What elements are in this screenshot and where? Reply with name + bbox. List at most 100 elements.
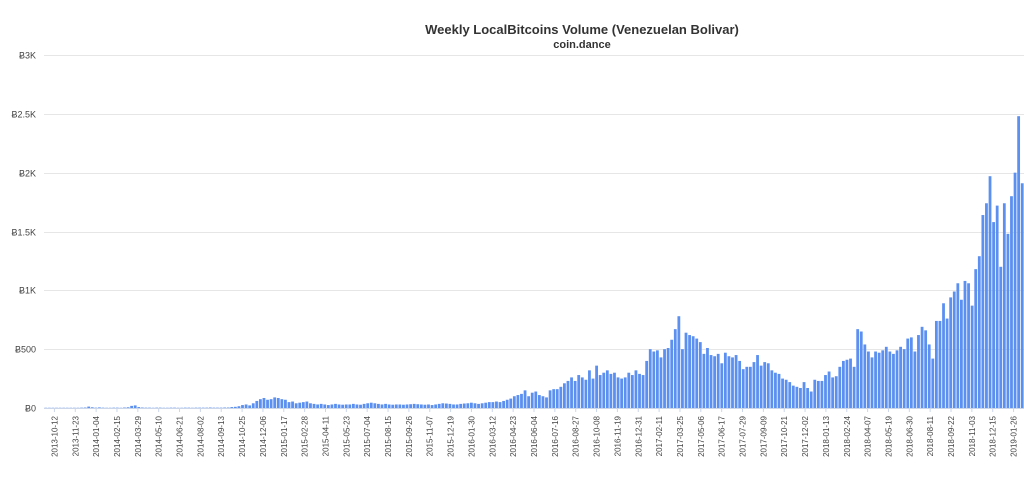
bar[interactable] [555, 389, 559, 408]
bar[interactable] [545, 397, 548, 408]
bar[interactable] [652, 351, 656, 408]
bar[interactable] [1013, 172, 1017, 408]
bar[interactable] [284, 399, 287, 408]
bar[interactable] [505, 399, 509, 408]
bar[interactable] [713, 356, 717, 408]
bar[interactable] [645, 360, 649, 408]
bar[interactable] [627, 372, 631, 408]
bar[interactable] [716, 353, 720, 408]
bar[interactable] [763, 362, 767, 408]
bar[interactable] [638, 373, 641, 408]
bar[interactable] [87, 406, 91, 408]
bar[interactable] [795, 386, 799, 408]
bar[interactable] [294, 403, 298, 408]
bar[interactable] [616, 377, 620, 408]
bar[interactable] [663, 349, 666, 408]
bar[interactable] [473, 403, 477, 408]
bar[interactable] [731, 357, 734, 408]
bar[interactable] [838, 366, 842, 408]
bar[interactable] [691, 336, 695, 408]
bar[interactable] [774, 372, 777, 408]
bar[interactable] [734, 355, 738, 408]
bar[interactable] [648, 349, 652, 408]
bar[interactable] [516, 395, 520, 408]
bar[interactable] [362, 403, 366, 408]
bar[interactable] [130, 405, 134, 408]
bar[interactable] [512, 396, 516, 408]
bar[interactable] [427, 404, 430, 408]
bar[interactable] [509, 398, 513, 408]
bar[interactable] [917, 335, 920, 408]
bar[interactable] [934, 320, 938, 408]
bar[interactable] [791, 385, 795, 408]
bar[interactable] [977, 256, 981, 408]
bar[interactable] [673, 329, 677, 408]
bar[interactable] [137, 407, 141, 408]
bar[interactable] [956, 283, 960, 408]
bar[interactable] [416, 404, 420, 408]
bar[interactable] [748, 366, 752, 408]
bar[interactable] [237, 406, 241, 408]
bar[interactable] [319, 403, 323, 408]
bar[interactable] [470, 402, 473, 408]
bar[interactable] [98, 407, 101, 408]
bar[interactable] [233, 406, 237, 408]
bar[interactable] [262, 398, 266, 408]
bar[interactable] [437, 403, 441, 408]
bar[interactable] [491, 402, 495, 408]
bar[interactable] [398, 404, 402, 408]
bar[interactable] [820, 380, 824, 408]
bar[interactable] [766, 363, 770, 408]
bar[interactable] [255, 400, 259, 408]
bar[interactable] [605, 370, 609, 408]
bar[interactable] [988, 176, 992, 408]
bar[interactable] [756, 355, 759, 408]
bar[interactable] [670, 339, 674, 408]
bar[interactable] [244, 404, 248, 408]
bar[interactable] [434, 404, 438, 408]
bar[interactable] [309, 403, 312, 408]
bar[interactable] [849, 358, 852, 408]
bar[interactable] [484, 402, 488, 408]
bar[interactable] [520, 393, 523, 408]
bar[interactable] [316, 404, 320, 408]
bar[interactable] [738, 360, 742, 408]
bar[interactable] [831, 377, 835, 408]
bar[interactable] [559, 386, 563, 408]
bar[interactable] [688, 335, 691, 408]
bar[interactable] [809, 391, 813, 408]
bar[interactable] [684, 332, 688, 408]
bar[interactable] [874, 351, 877, 408]
bar[interactable] [1017, 116, 1021, 408]
bar[interactable] [452, 404, 455, 408]
bar[interactable] [387, 404, 391, 408]
bar[interactable] [856, 329, 860, 408]
bar[interactable] [799, 388, 802, 408]
bar[interactable] [298, 402, 302, 408]
bar[interactable] [502, 400, 505, 408]
bar[interactable] [552, 389, 556, 408]
bar[interactable] [462, 403, 466, 408]
bar[interactable] [273, 397, 277, 408]
bar[interactable] [280, 399, 284, 408]
bar[interactable] [913, 351, 917, 408]
bar[interactable] [348, 404, 352, 408]
bar[interactable] [698, 342, 702, 408]
bar[interactable] [573, 380, 577, 408]
bar[interactable] [441, 403, 445, 408]
bar[interactable] [924, 330, 928, 408]
bar[interactable] [455, 404, 459, 408]
bar[interactable] [487, 402, 491, 408]
bar[interactable] [863, 344, 867, 408]
bar[interactable] [881, 350, 885, 408]
bar[interactable] [498, 402, 502, 408]
bar[interactable] [723, 352, 727, 408]
bar[interactable] [359, 404, 362, 408]
bar[interactable] [588, 370, 591, 408]
bar[interactable] [770, 370, 774, 408]
bar[interactable] [702, 353, 706, 408]
bar[interactable] [391, 404, 395, 408]
bar[interactable] [548, 390, 552, 408]
bar[interactable] [133, 405, 137, 408]
bar[interactable] [1002, 203, 1006, 408]
